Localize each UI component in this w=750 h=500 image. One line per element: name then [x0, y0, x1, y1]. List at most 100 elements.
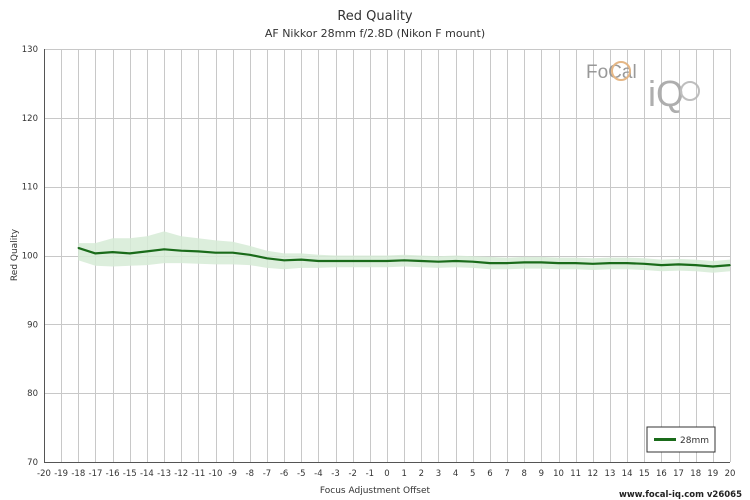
data-point [317, 260, 320, 262]
data-point [677, 263, 680, 266]
x-tick-label: 11 [570, 469, 581, 479]
data-point [146, 250, 148, 253]
focal-iq-watermark: FoCal iQ [586, 61, 700, 114]
x-tick-label: -19 [54, 469, 68, 479]
data-point [111, 251, 114, 253]
y-tick-label: 70 [27, 458, 38, 468]
x-axis-label: Focus Adjustment Offset [320, 486, 431, 496]
x-tick-label: -7 [263, 469, 271, 479]
x-tick-label: 9 [539, 469, 544, 479]
x-tick-label: 3 [436, 469, 441, 479]
x-tick-label: -16 [106, 469, 120, 479]
y-tick-label: 120 [22, 114, 38, 124]
footer-url: www.focal-iq.com v26065 [619, 490, 742, 500]
data-point [574, 262, 577, 264]
x-tick-label: 2 [419, 469, 424, 479]
x-tick-label: 17 [673, 469, 684, 479]
data-point [694, 264, 697, 266]
x-tick-label: 1 [401, 469, 406, 479]
data-point [386, 260, 388, 262]
x-tick-label: -3 [331, 469, 339, 479]
data-point [454, 260, 457, 262]
x-tick-label: -1 [366, 469, 374, 479]
data-point [351, 260, 354, 262]
data-point [712, 265, 714, 268]
axes [44, 49, 730, 463]
x-tick-label: 12 [587, 469, 598, 479]
data-point [403, 259, 405, 262]
x-tick-label: -18 [71, 469, 85, 479]
x-tick-label: -12 [174, 469, 188, 479]
x-tick-label: -8 [246, 469, 254, 479]
x-tick-label: -9 [228, 469, 236, 479]
data-point [540, 261, 543, 264]
x-tick-label: 8 [521, 469, 526, 479]
x-tick-label: 20 [725, 469, 736, 479]
x-tick-label: 5 [470, 469, 475, 479]
data-point [334, 260, 337, 262]
data-point [249, 254, 251, 256]
series-lines [77, 246, 731, 268]
data-point [471, 260, 474, 263]
data-point [523, 261, 525, 264]
watermark-magnifier-icon [680, 81, 700, 101]
x-tick-label: -6 [280, 469, 288, 479]
y-tick-label: 130 [22, 45, 38, 55]
chart-legend: 28mm [646, 426, 716, 453]
x-tick-label: -10 [209, 469, 223, 479]
x-tick-label: 0 [384, 469, 389, 479]
watermark-brand-bottom: iQ [648, 73, 684, 114]
data-point [283, 259, 285, 262]
data-point [557, 262, 560, 264]
data-point [94, 252, 97, 255]
y-tick-label: 80 [27, 389, 38, 399]
data-point [626, 262, 628, 264]
data-point [77, 247, 80, 249]
data-point [180, 249, 182, 252]
y-tick-label: 90 [27, 320, 38, 330]
x-tick-label: -20 [37, 469, 51, 479]
x-tick-label: -4 [314, 469, 322, 479]
y-tick-label: 100 [22, 252, 38, 262]
data-point [506, 262, 508, 264]
x-tick-label: -15 [123, 469, 137, 479]
x-tick-label: -11 [191, 469, 205, 479]
data-point [266, 257, 268, 260]
y-tick-label: 110 [22, 183, 38, 193]
data-point [592, 262, 594, 265]
data-point [369, 260, 371, 262]
data-point [420, 260, 423, 262]
x-tick-label: -5 [297, 469, 305, 479]
data-point [231, 251, 234, 254]
x-tick-label: -13 [157, 469, 171, 479]
tick-labels: -20 -19 -18 -17 -16 -15 -14 -13 -12 -11 -10 -9 -8 -7-… [22, 45, 736, 479]
x-tick-label: -17 [89, 469, 103, 479]
y-axis-label: Red Quality [10, 228, 20, 281]
chart-title: Red Quality [337, 9, 413, 24]
watermark-ring-icon [611, 61, 631, 81]
data-point [300, 258, 303, 261]
data-point [729, 264, 731, 266]
data-point [437, 260, 440, 263]
data-point [214, 251, 217, 254]
data-point [609, 262, 611, 264]
x-tick-label: 14 [622, 469, 633, 479]
x-tick-label: 6 [487, 469, 492, 479]
chart-subtitle: AF Nikkor 28mm f/2.8D (Nikon F mount) [265, 27, 485, 40]
x-tick-label: 15 [639, 469, 650, 479]
x-tick-label: -2 [348, 469, 356, 479]
x-tick-label: 7 [504, 469, 509, 479]
x-tick-label: 16 [656, 469, 667, 479]
data-point [660, 264, 663, 266]
data-point [128, 252, 131, 255]
data-point [197, 250, 200, 253]
x-tick-label: -14 [140, 469, 154, 479]
legend-label-28mm: 28mm [680, 436, 709, 446]
x-tick-label: 4 [453, 469, 458, 479]
x-tick-label: 10 [553, 469, 564, 479]
x-tick-label: 18 [690, 469, 701, 479]
data-point [643, 262, 646, 265]
x-tick-label: 13 [605, 469, 616, 479]
